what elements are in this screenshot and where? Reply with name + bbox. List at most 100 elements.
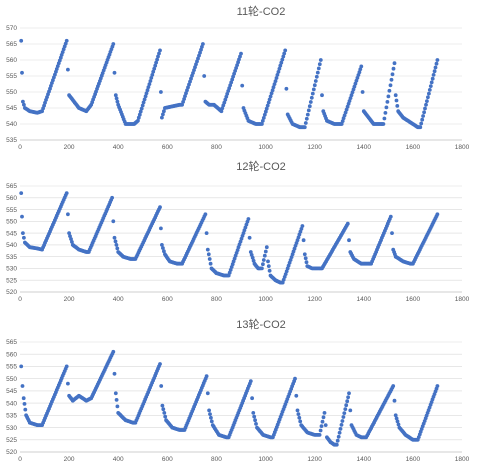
data-point (394, 416, 399, 421)
data-point (150, 73, 155, 77)
data-point (113, 93, 118, 98)
data-point (260, 266, 264, 271)
data-point (381, 122, 386, 126)
data-point (304, 116, 309, 121)
x-tick-label: 1400 (357, 456, 372, 463)
data-point (348, 408, 353, 413)
data-point (282, 51, 287, 56)
data-point (318, 428, 323, 433)
data-point (113, 239, 118, 244)
data-point (162, 249, 166, 254)
data-point (384, 105, 389, 110)
data-point (66, 212, 70, 217)
data-point (203, 212, 208, 217)
data-point (238, 54, 242, 59)
data-point (20, 214, 24, 219)
x-tick-label: 200 (64, 456, 75, 463)
y-tick-label: 555 (6, 73, 17, 80)
data-point (312, 83, 317, 88)
series-1-points (19, 38, 440, 130)
data-point (232, 256, 237, 261)
data-point (153, 63, 158, 68)
data-point (140, 103, 145, 108)
data-point (222, 100, 227, 105)
data-point (311, 87, 316, 92)
y-tick-label: 550 (6, 219, 17, 226)
x-tick-label: 400 (113, 296, 124, 303)
data-point (239, 51, 243, 56)
chart-title: 11轮-CO2 (237, 4, 286, 18)
data-point (237, 57, 241, 62)
data-point (427, 91, 431, 96)
data-point (232, 71, 237, 76)
data-point (343, 407, 348, 411)
data-point (224, 94, 229, 99)
data-point (234, 66, 239, 70)
y-tick-label: 520 (6, 289, 17, 296)
data-point (390, 72, 395, 77)
data-point (146, 85, 151, 89)
x-tick-label: 600 (162, 296, 173, 303)
data-point (309, 95, 314, 100)
x-tick-label: 1000 (258, 296, 273, 303)
data-point (225, 92, 230, 96)
data-point (342, 113, 347, 118)
data-point (424, 102, 428, 107)
data-point (263, 109, 268, 114)
data-point (340, 419, 345, 423)
data-point (268, 94, 273, 99)
chart-panel-1: 11轮-CO2 535 540 545 550 555 560 565 570 0 200 400 60… (6, 4, 469, 151)
data-point (316, 66, 321, 71)
data-point (271, 85, 276, 90)
data-point (261, 262, 265, 267)
data-point (264, 245, 269, 250)
data-point (183, 94, 187, 98)
x-tick-label: 400 (113, 144, 124, 151)
data-point (187, 82, 191, 87)
data-point (306, 108, 311, 113)
data-point (139, 106, 144, 111)
data-point (269, 91, 274, 96)
y-tick-label: 550 (6, 89, 17, 96)
x-tick-label: 1600 (406, 456, 421, 463)
data-point (342, 411, 347, 415)
y-tick-label: 540 (6, 242, 17, 249)
data-point (335, 438, 340, 443)
data-point (240, 83, 245, 88)
data-point (433, 65, 438, 70)
chart-title: 12轮-CO2 (236, 159, 286, 173)
x-tick-label: 1200 (307, 144, 322, 151)
data-point (383, 111, 388, 115)
y-tick-label: 530 (6, 266, 17, 273)
data-point (388, 83, 393, 88)
data-point (158, 48, 162, 53)
data-point (22, 402, 27, 406)
data-point (208, 261, 213, 266)
data-point (181, 100, 186, 104)
data-point (353, 81, 358, 86)
x-tick-label: 1800 (455, 144, 470, 151)
data-point (159, 384, 164, 388)
data-point (347, 238, 351, 243)
data-point (136, 115, 141, 120)
data-point (198, 50, 202, 55)
data-point (209, 419, 214, 424)
data-point (67, 231, 71, 236)
data-point (185, 88, 189, 93)
data-point (141, 100, 146, 105)
chart-panel-3: 13轮-CO2 520 525 530 535 540 545 550 555 560 565 0 20… (6, 317, 469, 463)
data-point (220, 106, 225, 111)
data-point (274, 76, 279, 80)
data-point (299, 227, 304, 231)
y-tick-label: 550 (6, 376, 17, 383)
data-point (389, 77, 394, 82)
data-point (314, 74, 319, 79)
data-point (345, 221, 350, 226)
data-point (191, 71, 195, 75)
data-point (152, 66, 157, 71)
data-point (250, 396, 255, 401)
y-tick-label: 530 (6, 425, 17, 432)
data-point (267, 97, 272, 102)
data-point (295, 408, 300, 413)
data-point (157, 51, 161, 56)
